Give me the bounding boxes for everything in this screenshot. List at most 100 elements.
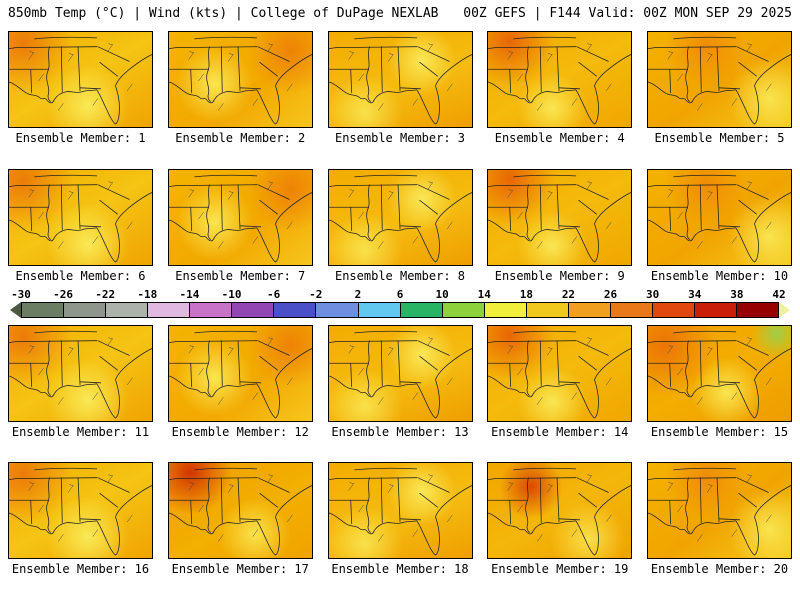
colorbar-segment [737, 302, 779, 317]
colorbar-tick: -2 [309, 288, 323, 301]
ensemble-panel[interactable]: Ensemble Member: 18 [327, 462, 473, 577]
ensemble-panel[interactable]: Ensemble Member: 9 [487, 169, 633, 284]
map-canvas [647, 462, 792, 559]
colorbar-tick: 6 [396, 288, 404, 301]
ensemble-panel[interactable]: Ensemble Member: 8 [327, 169, 473, 284]
ensemble-member-label: Ensemble Member: 3 [334, 131, 466, 145]
ensemble-member-label: Ensemble Member: 2 [175, 131, 306, 145]
map-canvas [8, 169, 153, 266]
state-borders-map [168, 467, 312, 556]
colorbar-bar [10, 301, 790, 318]
colorbar-tick: 18 [519, 288, 533, 301]
ensemble-member-label: Ensemble Member: 16 [11, 562, 150, 576]
ensemble-panel[interactable]: Ensemble Member: 1 [8, 31, 153, 146]
colorbar-right-arrow [779, 301, 790, 318]
map-canvas [167, 462, 313, 559]
colorbar-tick: 22 [561, 288, 576, 301]
state-borders-map [488, 36, 632, 125]
map-canvas [647, 169, 792, 266]
ensemble-member-label: Ensemble Member: 12 [171, 425, 309, 439]
ensemble-panel[interactable]: Ensemble Member: 20 [647, 462, 792, 577]
ensemble-member-label: Ensemble Member: 4 [494, 131, 625, 145]
colorbar-tick: 14 [477, 288, 491, 301]
colorbar-segment [610, 302, 653, 317]
ensemble-member-label: Ensemble Member: 6 [15, 269, 146, 283]
colorbar-segment [64, 302, 107, 317]
colorbar-segment [106, 302, 149, 317]
state-borders-map [328, 174, 472, 263]
panel-row: Ensemble Member: 6 Ensemble Member: 7 En… [0, 169, 800, 284]
product-title: 850mb Temp (°C) | Wind (kts) | College o… [8, 6, 439, 21]
ensemble-panel[interactable]: Ensemble Member: 17 [167, 462, 313, 577]
colorbar-segment [190, 302, 233, 317]
map-canvas [327, 325, 473, 422]
colorbar-tick: -26 [53, 288, 74, 301]
colorbar-tick: 30 [646, 288, 660, 301]
colorbar-segment [484, 302, 527, 317]
colorbar-segment [232, 302, 275, 317]
state-borders-map [328, 467, 472, 556]
colorbar-tick: -30 [11, 288, 31, 301]
ensemble-panel[interactable]: Ensemble Member: 5 [647, 31, 792, 146]
colorbar-tick: 10 [435, 288, 449, 301]
state-borders-map [488, 330, 632, 419]
colorbar-tick: 42 [772, 288, 786, 301]
colorbar-tick: -18 [137, 288, 158, 301]
ensemble-panel[interactable]: Ensemble Member: 2 [167, 31, 313, 146]
panel-row: Ensemble Member: 1 Ensemble Member: 2 En… [0, 31, 800, 146]
colorbar-ticks: -30 -26 -22 -18 -14 -10 -6 -2 2 6 10 14 18 22 26 30 34 38… [11, 288, 786, 301]
state-borders-map [168, 330, 312, 419]
ensemble-panel[interactable]: Ensemble Member: 4 [487, 31, 633, 146]
map-canvas [167, 325, 313, 422]
ensemble-panel[interactable]: Ensemble Member: 16 [8, 462, 153, 577]
ensemble-member-label: Ensemble Member: 20 [650, 562, 789, 576]
ensemble-panel[interactable]: Ensemble Member: 14 [487, 325, 633, 440]
state-borders-map [488, 174, 632, 263]
ensemble-panel[interactable]: Ensemble Member: 19 [487, 462, 633, 577]
ensemble-panel[interactable]: Ensemble Member: 7 [167, 169, 313, 284]
state-borders-map [9, 36, 152, 125]
ensemble-panel[interactable]: Ensemble Member: 11 [8, 325, 153, 440]
colorbar-segment [442, 302, 485, 317]
panel-row: Ensemble Member: 16 Ensemble Member: 17 … [0, 462, 800, 577]
ensemble-member-label: Ensemble Member: 5 [654, 131, 785, 145]
state-borders-map [9, 330, 152, 419]
ensemble-member-label: Ensemble Member: 10 [650, 269, 789, 283]
colorbar-tick: -14 [179, 288, 200, 301]
colorbar-segment [652, 302, 695, 317]
ensemble-member-label: Ensemble Member: 11 [11, 425, 150, 439]
ensemble-panel[interactable]: Ensemble Member: 3 [327, 31, 473, 146]
state-borders-map [9, 467, 152, 556]
state-borders-map [328, 36, 472, 125]
state-borders-map [328, 330, 472, 419]
ensemble-member-label: Ensemble Member: 1 [15, 131, 146, 145]
map-canvas [167, 31, 313, 128]
ensemble-member-label: Ensemble Member: 14 [491, 425, 629, 439]
state-borders-map [168, 36, 312, 125]
colorbar-segment [148, 302, 191, 317]
ensemble-panel[interactable]: Ensemble Member: 15 [647, 325, 792, 440]
map-canvas [327, 31, 473, 128]
colorbar-segment [400, 302, 443, 317]
map-canvas [487, 462, 633, 559]
map-canvas [327, 169, 473, 266]
state-borders-map [488, 467, 632, 556]
state-borders-map [9, 174, 152, 263]
ensemble-panel[interactable]: Ensemble Member: 10 [647, 169, 792, 284]
ensemble-panel[interactable]: Ensemble Member: 13 [327, 325, 473, 440]
map-canvas [8, 462, 153, 559]
colorbar-tick: -6 [267, 288, 281, 301]
colorbar: -30 -26 -22 -18 -14 -10 -6 -2 2 6 10 14 18 22 26 30 34 38… [10, 288, 790, 318]
ensemble-member-label: Ensemble Member: 19 [491, 562, 629, 576]
colorbar-tick: 2 [354, 288, 362, 301]
state-borders-map [648, 330, 791, 419]
map-canvas [487, 325, 633, 422]
ensemble-member-label: Ensemble Member: 8 [334, 269, 466, 283]
colorbar-tick: -10 [221, 288, 242, 301]
header-bar: 850mb Temp (°C) | Wind (kts) | College o… [0, 0, 800, 28]
colorbar-segment [274, 302, 317, 317]
ensemble-panel[interactable]: Ensemble Member: 12 [167, 325, 313, 440]
ensemble-member-label: Ensemble Member: 13 [331, 425, 469, 439]
map-canvas [647, 325, 792, 422]
ensemble-panel[interactable]: Ensemble Member: 6 [8, 169, 153, 284]
